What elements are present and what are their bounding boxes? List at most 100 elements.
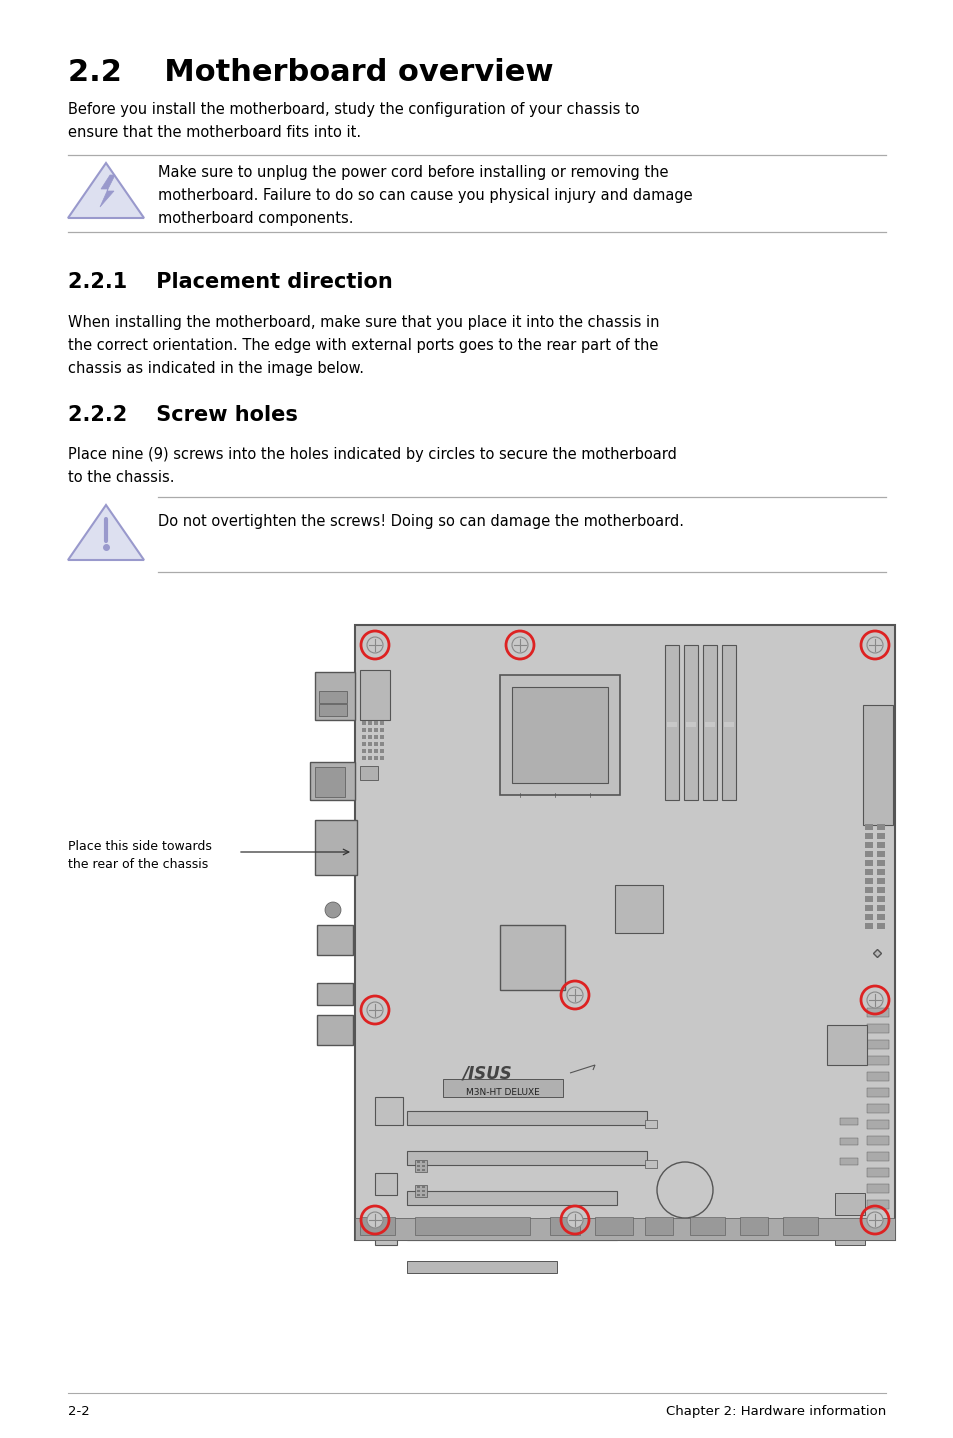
Bar xyxy=(368,756,372,761)
Text: Make sure to unplug the power cord before installing or removing the
motherboard: Make sure to unplug the power cord befor… xyxy=(158,165,692,226)
Bar xyxy=(615,884,662,933)
Bar xyxy=(864,824,872,830)
Circle shape xyxy=(325,902,340,917)
Bar xyxy=(644,1217,672,1235)
Bar xyxy=(866,1199,888,1209)
Bar xyxy=(723,722,733,728)
Bar xyxy=(866,1089,888,1097)
Bar xyxy=(407,1150,646,1165)
Bar xyxy=(704,722,714,728)
Bar xyxy=(379,720,384,725)
Bar xyxy=(866,1055,888,1066)
Circle shape xyxy=(866,637,882,653)
Bar xyxy=(876,824,884,830)
Bar xyxy=(689,1217,724,1235)
Bar xyxy=(512,687,607,784)
Text: /ISUS: /ISUS xyxy=(462,1066,512,1083)
Bar xyxy=(664,646,679,800)
Bar xyxy=(866,1071,888,1081)
Polygon shape xyxy=(68,162,144,219)
Bar xyxy=(866,1168,888,1176)
Text: 2-2: 2-2 xyxy=(68,1405,90,1418)
Bar xyxy=(374,749,377,754)
Bar xyxy=(866,1152,888,1160)
Bar xyxy=(316,1015,353,1045)
Bar xyxy=(876,896,884,902)
Bar xyxy=(866,1136,888,1145)
Bar xyxy=(361,742,366,746)
Text: Chapter 2: Hardware information: Chapter 2: Hardware information xyxy=(665,1405,885,1418)
Bar xyxy=(864,860,872,866)
Bar xyxy=(318,692,347,703)
Bar xyxy=(359,1217,395,1235)
Text: 2.2.2    Screw holes: 2.2.2 Screw holes xyxy=(68,406,297,426)
Bar xyxy=(368,742,372,746)
Bar xyxy=(407,1227,617,1240)
Bar xyxy=(374,735,377,739)
Text: 2.2.1    Placement direction: 2.2.1 Placement direction xyxy=(68,272,393,292)
Bar xyxy=(644,1160,657,1168)
Bar xyxy=(416,1185,419,1188)
Bar xyxy=(379,749,384,754)
Bar xyxy=(876,915,884,920)
Bar xyxy=(864,879,872,884)
Bar xyxy=(876,869,884,874)
Bar xyxy=(876,887,884,893)
Bar xyxy=(421,1160,424,1163)
Circle shape xyxy=(566,986,582,1002)
Bar xyxy=(316,925,353,955)
Bar xyxy=(864,896,872,902)
Bar xyxy=(834,1194,864,1215)
Bar xyxy=(368,720,372,725)
Bar xyxy=(550,1217,579,1235)
Bar xyxy=(499,925,564,989)
Bar xyxy=(368,735,372,739)
Bar xyxy=(355,626,894,1240)
Bar xyxy=(416,1160,419,1163)
Bar xyxy=(310,762,355,800)
Bar xyxy=(866,1040,888,1048)
Bar xyxy=(374,728,377,732)
Bar xyxy=(421,1169,424,1171)
Bar xyxy=(876,905,884,912)
Circle shape xyxy=(866,992,882,1008)
Bar xyxy=(834,1227,864,1245)
Bar xyxy=(421,1189,424,1192)
Bar xyxy=(361,749,366,754)
Bar xyxy=(314,820,356,874)
Bar xyxy=(379,742,384,746)
Bar xyxy=(359,766,377,779)
Bar xyxy=(782,1217,817,1235)
Bar xyxy=(361,728,366,732)
Bar xyxy=(415,1185,427,1196)
Bar xyxy=(876,923,884,929)
Circle shape xyxy=(866,1212,882,1228)
Bar xyxy=(318,705,347,716)
Bar xyxy=(421,1194,424,1196)
Bar xyxy=(359,670,390,720)
Bar xyxy=(866,1104,888,1113)
Bar xyxy=(840,1158,857,1165)
Text: 2.2    Motherboard overview: 2.2 Motherboard overview xyxy=(68,58,553,88)
Bar xyxy=(416,1189,419,1192)
Bar xyxy=(683,646,698,800)
Bar xyxy=(644,1120,657,1127)
Bar xyxy=(355,1218,894,1240)
Bar xyxy=(864,869,872,874)
Bar xyxy=(374,742,377,746)
Bar xyxy=(864,851,872,857)
Bar xyxy=(416,1194,419,1196)
Circle shape xyxy=(367,637,382,653)
Bar xyxy=(421,1185,424,1188)
Bar xyxy=(876,843,884,848)
Bar xyxy=(864,915,872,920)
Bar xyxy=(415,1217,530,1235)
Bar xyxy=(368,749,372,754)
Bar xyxy=(826,1025,866,1066)
Bar xyxy=(595,1217,633,1235)
Bar xyxy=(361,756,366,761)
Bar xyxy=(840,1117,857,1125)
Circle shape xyxy=(657,1162,712,1218)
Bar xyxy=(316,984,353,1005)
Bar xyxy=(866,1120,888,1129)
